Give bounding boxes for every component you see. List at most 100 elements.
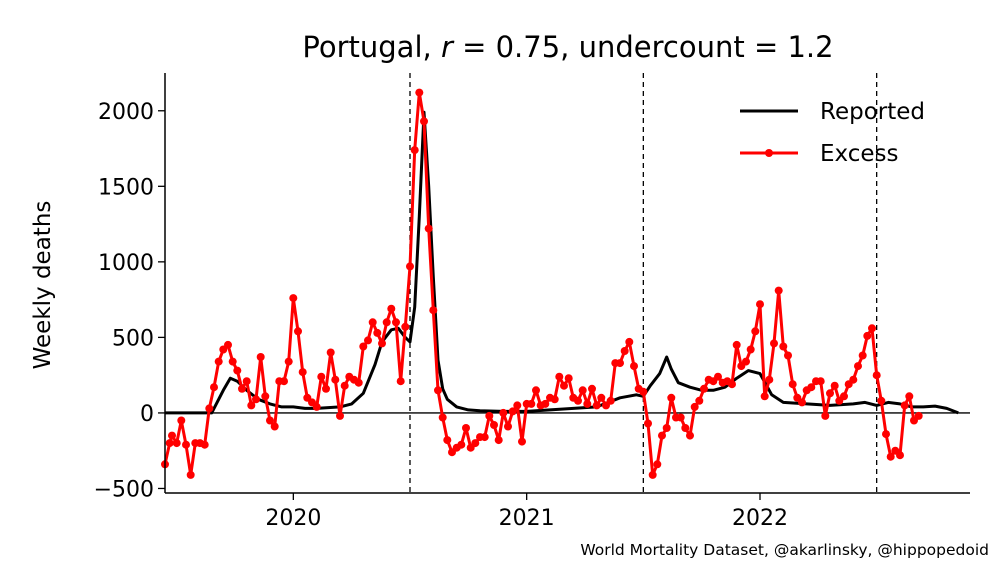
data-point-excess (513, 401, 522, 410)
data-point-excess (266, 416, 274, 425)
data-point-excess (886, 452, 895, 461)
data-point-excess (858, 351, 867, 360)
data-point-excess (252, 395, 260, 404)
data-point-excess (840, 392, 848, 401)
data-point-excess (205, 404, 214, 413)
data-point-excess (480, 433, 489, 442)
data-point-excess (494, 436, 503, 445)
data-point-excess (756, 300, 764, 309)
data-point-excess (616, 359, 624, 368)
data-point-excess (228, 357, 237, 366)
chart-title: Portugal, r = 0.75, undercount = 1.2 (302, 30, 833, 64)
data-point-excess (322, 384, 330, 393)
data-point-excess (900, 401, 909, 410)
data-point-excess (714, 372, 722, 381)
data-point-excess (560, 381, 568, 390)
data-point-excess (210, 383, 218, 392)
data-point-excess (289, 294, 298, 303)
data-point-excess (443, 436, 452, 445)
data-point-excess (914, 411, 923, 420)
data-point-excess (499, 408, 508, 417)
data-point-excess (588, 384, 596, 393)
data-point-excess (821, 411, 830, 420)
data-point-excess (658, 431, 666, 440)
data-point-excess (415, 88, 424, 97)
data-point-excess (826, 389, 834, 398)
data-point-excess (550, 395, 559, 404)
data-point-excess (863, 331, 872, 340)
data-point-excess (434, 386, 442, 395)
data-point-excess (336, 411, 344, 420)
data-point-excess (317, 372, 326, 381)
reference-lines (165, 73, 970, 493)
series-line-excess (163, 91, 920, 477)
legend-marker-excess (765, 149, 773, 157)
data-point-excess (457, 440, 466, 449)
data-point-excess (779, 342, 788, 351)
data-point-excess (406, 262, 414, 271)
data-point-excess (854, 362, 862, 371)
data-point-excess (224, 340, 232, 349)
y-tick-label: 0 (140, 402, 154, 427)
data-point-excess (728, 380, 736, 389)
data-point-excess (667, 393, 676, 402)
data-point-excess (877, 396, 886, 405)
data-point-excess (504, 422, 512, 431)
data-point-excess (471, 439, 480, 448)
data-point-excess (653, 460, 662, 469)
data-point-excess (644, 419, 652, 428)
legend-label-reported: Reported (820, 99, 925, 125)
data-point-excess (532, 386, 540, 395)
data-point-excess (410, 146, 419, 155)
y-tick-label: 2000 (98, 100, 154, 125)
data-point-excess (340, 381, 349, 390)
data-point-excess (868, 324, 876, 333)
legend-label-excess: Excess (820, 141, 899, 167)
data-point-excess (639, 387, 648, 396)
data-point-excess (326, 348, 335, 357)
data-point-excess (541, 399, 550, 408)
data-point-excess (849, 375, 858, 384)
data-point-excess (700, 384, 708, 393)
data-point-excess (270, 422, 279, 431)
data-point-excess (620, 347, 629, 355)
data-point-excess (280, 377, 288, 386)
data-point-excess (518, 437, 526, 446)
data-point-excess (583, 399, 592, 408)
data-point-excess (364, 336, 372, 345)
data-point-excess (630, 362, 638, 371)
x-tick-label: 2020 (265, 506, 321, 531)
data-point-excess (788, 380, 797, 389)
data-point-excess (331, 375, 340, 384)
data-point-excess (429, 306, 438, 315)
data-point-excess (256, 353, 265, 361)
data-point-excess (695, 396, 704, 405)
data-point-excess (420, 117, 428, 126)
series-layer (161, 88, 959, 479)
data-point-excess (172, 439, 181, 448)
data-point-excess (294, 327, 302, 336)
data-point-excess (168, 431, 176, 440)
data-point-excess (182, 440, 190, 449)
data-point-excess (648, 470, 657, 479)
data-point-excess (177, 416, 186, 425)
data-point-excess (387, 304, 396, 313)
data-point-excess (382, 318, 391, 327)
data-point-excess (373, 328, 382, 337)
data-point-excess (597, 393, 606, 402)
data-point-excess (186, 470, 195, 479)
data-point-excess (214, 357, 223, 366)
data-point-excess (508, 407, 517, 416)
x-tick-label: 2022 (732, 506, 788, 531)
data-point-excess (527, 399, 536, 408)
data-point-excess (261, 392, 270, 401)
data-point-excess (200, 440, 209, 449)
data-point-excess (732, 340, 741, 349)
data-point-excess (284, 357, 293, 366)
data-point-excess (574, 396, 582, 405)
data-point-excess (662, 424, 671, 432)
data-point-excess (490, 421, 498, 429)
data-point-excess (751, 327, 760, 336)
data-point-excess (905, 392, 914, 401)
legend: Reported Excess (740, 99, 925, 167)
